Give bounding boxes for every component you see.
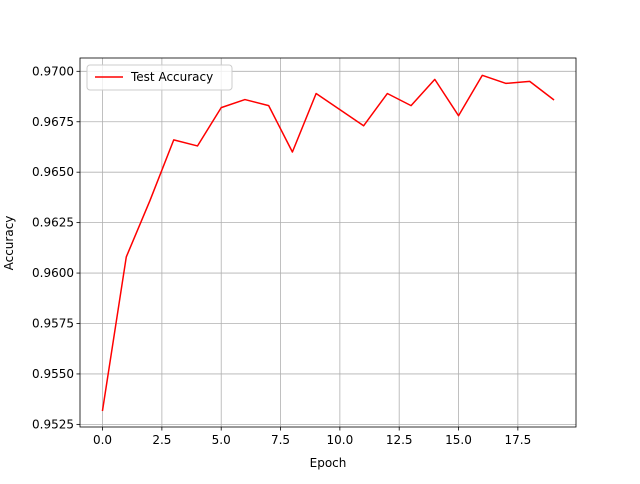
y-tick-label: 0.9650 <box>32 165 74 179</box>
y-tick-label: 0.9600 <box>32 266 74 280</box>
legend-label-test-accuracy: Test Accuracy <box>130 70 213 84</box>
y-tick-label: 0.9675 <box>32 115 74 129</box>
x-tick-label: 12.5 <box>386 433 413 447</box>
x-tick-label: 10.0 <box>327 433 354 447</box>
y-tick-label: 0.9550 <box>32 367 74 381</box>
y-tick-label: 0.9700 <box>32 64 74 78</box>
plot-area <box>80 58 576 427</box>
x-tick-label: 5.0 <box>212 433 231 447</box>
x-tick-label: 0.0 <box>93 433 112 447</box>
y-axis-label: Accuracy <box>2 216 16 271</box>
legend: Test Accuracy <box>87 65 232 90</box>
y-tick-label: 0.9525 <box>32 417 74 431</box>
x-axis-label: Epoch <box>310 456 347 470</box>
y-tick-label: 0.9625 <box>32 216 74 230</box>
y-tick-label: 0.9575 <box>32 317 74 331</box>
x-tick-label: 7.5 <box>271 433 290 447</box>
x-tick-label: 17.5 <box>504 433 531 447</box>
x-tick-label: 2.5 <box>152 433 171 447</box>
x-tick-label: 15.0 <box>445 433 472 447</box>
